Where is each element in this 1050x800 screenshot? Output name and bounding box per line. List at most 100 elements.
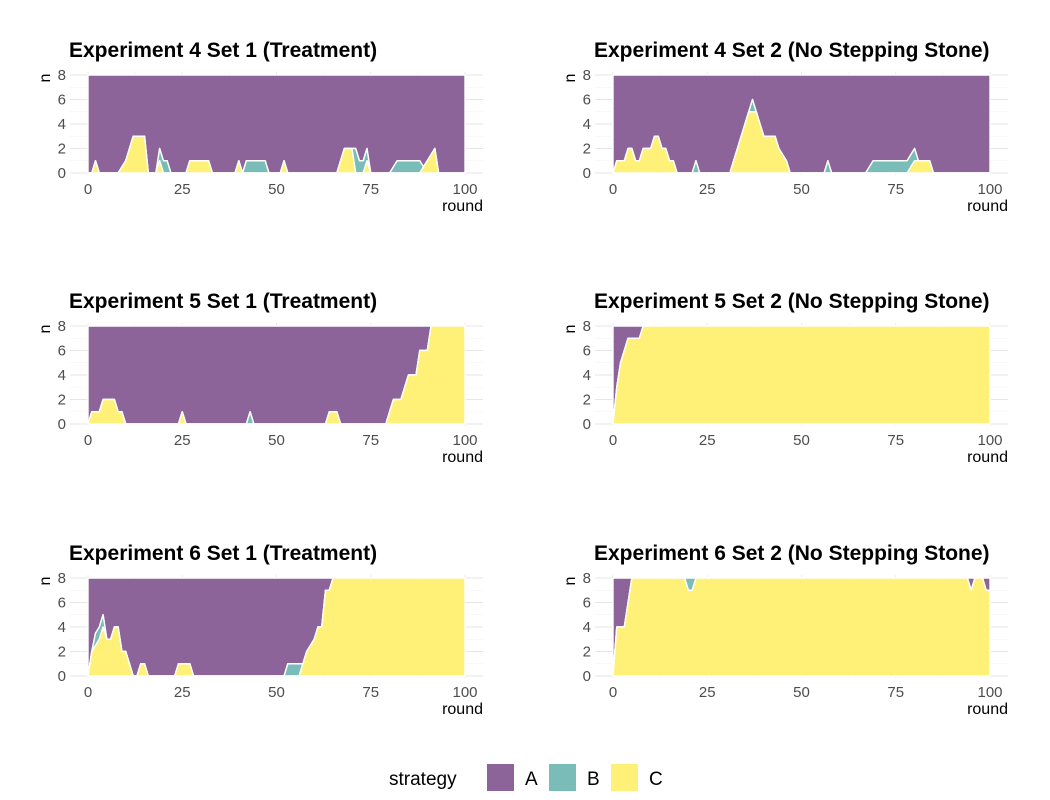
x-axis-label: round: [442, 198, 483, 215]
panel-1: Experiment 4 Set 1 (Treatment) 0 2 4 6 8 0 25 50…: [37, 39, 483, 215]
legend-label-a: A: [525, 769, 538, 790]
legend-swatch-b[interactable]: [549, 764, 576, 791]
y-tick-label: 2: [583, 392, 591, 409]
panel-6: Experiment 6 Set 2 (No Stepping Stone) 0 2…: [562, 542, 1008, 718]
y-axis-label: n: [37, 74, 54, 83]
panel-4: Experiment 5 Set 2 (No Stepping Stone) 0 2…: [562, 290, 1008, 466]
panel-title: Experiment 4 Set 1 (Treatment): [69, 39, 377, 62]
panels: Experiment 4 Set 1 (Treatment) 0 2 4 6 8 0 25 50…: [37, 39, 1008, 718]
panel-title: Experiment 5 Set 2 (No Stepping Stone): [594, 290, 990, 313]
y-tick-label: 4: [583, 367, 591, 384]
y-axis-label: n: [562, 577, 579, 586]
x-axis-label: round: [967, 449, 1008, 466]
area-a[interactable]: [612, 74, 991, 174]
y-axis-label: n: [562, 325, 579, 334]
y-tick-label: 8: [58, 318, 66, 335]
area-series: [612, 325, 991, 425]
x-axis-label: round: [967, 701, 1008, 718]
x-tick-label: 100: [977, 432, 1002, 449]
y-axis-label: n: [37, 577, 54, 586]
area-c[interactable]: [612, 577, 991, 677]
x-tick-label: 25: [174, 432, 191, 449]
y-tick-label: 8: [583, 570, 591, 587]
x-tick-label: 75: [887, 684, 904, 701]
y-tick-label: 4: [58, 367, 66, 384]
x-tick-label: 25: [699, 684, 716, 701]
y-tick-label: 2: [58, 141, 66, 158]
legend-label-b: B: [587, 769, 600, 790]
y-tick-label: 6: [58, 595, 66, 612]
x-axis-label: round: [442, 701, 483, 718]
y-axis-label: n: [37, 325, 54, 334]
y-tick-label: 0: [58, 165, 66, 182]
y-tick-label: 6: [583, 343, 591, 360]
y-tick-label: 2: [583, 141, 591, 158]
y-tick-label: 0: [58, 668, 66, 685]
panel-3: Experiment 5 Set 1 (Treatment) 0 2 4 6 8 0 25 50…: [37, 290, 483, 466]
panel-title: Experiment 4 Set 2 (No Stepping Stone): [594, 39, 990, 62]
x-tick-label: 50: [793, 432, 810, 449]
x-tick-label: 0: [609, 181, 617, 198]
y-tick-label: 8: [583, 67, 591, 84]
x-tick-label: 50: [268, 684, 285, 701]
area-c[interactable]: [612, 325, 991, 425]
y-tick-label: 6: [583, 595, 591, 612]
y-tick-label: 2: [58, 392, 66, 409]
x-tick-label: 50: [268, 181, 285, 198]
y-tick-label: 8: [58, 570, 66, 587]
x-tick-label: 0: [84, 181, 92, 198]
area-series: [87, 325, 466, 425]
legend-swatch-c[interactable]: [611, 764, 638, 791]
y-tick-label: 0: [58, 416, 66, 433]
y-tick-label: 0: [583, 668, 591, 685]
x-tick-label: 75: [887, 181, 904, 198]
panel-5: Experiment 6 Set 1 (Treatment) 0 2 4 6 8 0 25 50…: [37, 542, 483, 718]
panel-2: Experiment 4 Set 2 (No Stepping Stone) 0 2…: [562, 39, 1008, 215]
y-tick-label: 0: [583, 165, 591, 182]
x-tick-label: 0: [609, 432, 617, 449]
area-c[interactable]: [612, 111, 991, 174]
legend-title: strategy: [389, 769, 457, 790]
y-axis-label: n: [562, 74, 579, 83]
x-tick-label: 50: [793, 181, 810, 198]
legend-label-c: C: [649, 769, 663, 790]
panel-title: Experiment 6 Set 1 (Treatment): [69, 542, 377, 565]
y-tick-label: 2: [583, 644, 591, 661]
area-series: [612, 577, 991, 677]
x-tick-label: 75: [887, 432, 904, 449]
y-tick-label: 4: [583, 619, 591, 636]
x-tick-label: 25: [699, 432, 716, 449]
area-series: [87, 74, 466, 174]
x-tick-label: 25: [174, 684, 191, 701]
x-tick-label: 50: [793, 684, 810, 701]
x-tick-label: 75: [362, 181, 379, 198]
y-tick-label: 6: [58, 92, 66, 109]
y-tick-label: 8: [58, 67, 66, 84]
x-tick-label: 100: [977, 181, 1002, 198]
x-tick-label: 25: [174, 181, 191, 198]
y-tick-label: 4: [583, 116, 591, 133]
x-axis-label: round: [967, 198, 1008, 215]
x-tick-label: 75: [362, 432, 379, 449]
area-series: [612, 74, 991, 174]
x-tick-label: 50: [268, 432, 285, 449]
y-tick-label: 6: [58, 343, 66, 360]
legend-swatch-a[interactable]: [487, 764, 514, 791]
area-series: [87, 577, 466, 677]
x-tick-label: 0: [84, 684, 92, 701]
y-tick-label: 0: [583, 416, 591, 433]
x-axis-label: round: [442, 449, 483, 466]
y-tick-label: 2: [58, 644, 66, 661]
panel-title: Experiment 6 Set 2 (No Stepping Stone): [594, 542, 990, 565]
x-tick-label: 0: [84, 432, 92, 449]
x-tick-label: 25: [699, 181, 716, 198]
x-tick-label: 100: [452, 684, 477, 701]
y-tick-label: 4: [58, 619, 66, 636]
panel-title: Experiment 5 Set 1 (Treatment): [69, 290, 377, 313]
area-c[interactable]: [87, 135, 466, 174]
x-tick-label: 0: [609, 684, 617, 701]
area-c[interactable]: [87, 325, 466, 425]
area-c[interactable]: [87, 577, 466, 677]
legend: strategy A B C: [389, 764, 663, 791]
